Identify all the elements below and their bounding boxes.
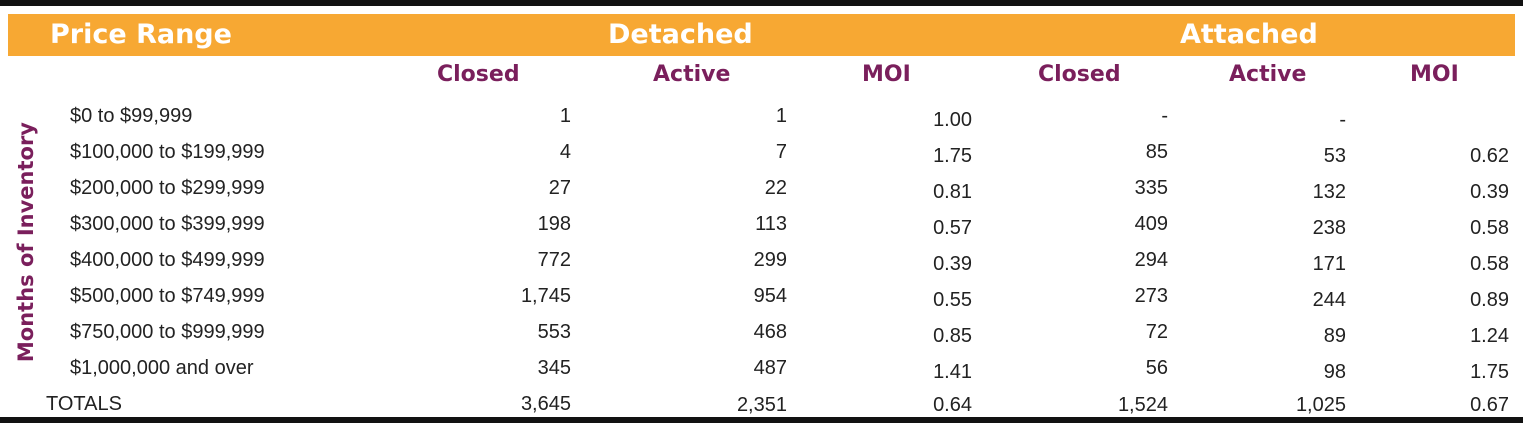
row-label: $400,000 to $499,999 xyxy=(70,249,265,271)
attached-closed-cell: 294 xyxy=(1134,249,1168,271)
attached-closed-header: Closed xyxy=(1038,62,1121,87)
detached-closed-cell: 1 xyxy=(559,105,571,127)
detached-closed-header: Closed xyxy=(437,62,520,87)
detached-closed-cell: 772 xyxy=(537,249,571,271)
detached-moi-cell: 1.00 xyxy=(933,109,972,131)
detached-moi-total: 0.64 xyxy=(933,394,972,416)
row-label: $1,000,000 and over xyxy=(70,357,254,379)
attached-active-cell: 238 xyxy=(1312,217,1346,239)
row-label: $100,000 to $199,999 xyxy=(70,141,265,163)
table-row: $400,000 to $499,999 772 299 0.39 294 17… xyxy=(0,245,1523,281)
row-label: $0 to $99,999 xyxy=(70,105,193,127)
detached-moi-cell: 1.41 xyxy=(933,361,972,383)
detached-active-cell: 7 xyxy=(775,141,787,163)
detached-active-cell: 954 xyxy=(753,285,787,307)
attached-active-cell: 132 xyxy=(1312,181,1346,203)
attached-moi-cell: 0.89 xyxy=(1470,289,1509,311)
detached-moi-cell: 0.81 xyxy=(933,181,972,203)
detached-active-cell: 22 xyxy=(764,177,787,199)
attached-moi-cell: 0.58 xyxy=(1470,253,1509,275)
detached-closed-cell: 4 xyxy=(559,141,571,163)
detached-moi-header: MOI xyxy=(862,62,911,87)
attached-active-header: Active xyxy=(1229,62,1307,87)
attached-header: Attached xyxy=(1180,19,1318,50)
header-banner: Price Range Detached Attached xyxy=(8,14,1515,56)
attached-active-cell: 244 xyxy=(1312,289,1346,311)
detached-closed-cell: 198 xyxy=(537,213,571,235)
detached-closed-cell: 1,745 xyxy=(520,285,571,307)
attached-active-cell: 89 xyxy=(1323,325,1346,347)
detached-active-cell: 299 xyxy=(753,249,787,271)
attached-moi-cell: 0.39 xyxy=(1470,181,1509,203)
table-row: $0 to $99,999 1 1 1.00 - - xyxy=(0,101,1523,137)
attached-closed-cell: - xyxy=(1161,105,1168,127)
attached-closed-cell: 409 xyxy=(1134,213,1168,235)
detached-active-cell: 487 xyxy=(753,357,787,379)
detached-moi-cell: 0.57 xyxy=(933,217,972,239)
detached-active-cell: 1 xyxy=(775,105,787,127)
totals-row: TOTALS 3,645 2,351 0.64 1,524 1,025 0.67 xyxy=(0,389,1523,425)
attached-closed-cell: 72 xyxy=(1145,321,1168,343)
attached-moi-header: MOI xyxy=(1410,62,1459,87)
attached-active-cell: 53 xyxy=(1323,145,1346,167)
detached-active-cell: 468 xyxy=(753,321,787,343)
detached-moi-cell: 0.39 xyxy=(933,253,972,275)
detached-closed-cell: 27 xyxy=(548,177,571,199)
attached-moi-cell: 0.62 xyxy=(1470,145,1509,167)
table-row: $750,000 to $999,999 553 468 0.85 72 89 … xyxy=(0,317,1523,353)
attached-closed-cell: 56 xyxy=(1145,357,1168,379)
attached-closed-cell: 85 xyxy=(1145,141,1168,163)
table-row: $500,000 to $749,999 1,745 954 0.55 273 … xyxy=(0,281,1523,317)
attached-closed-cell: 335 xyxy=(1134,177,1168,199)
top-rule xyxy=(0,0,1523,6)
detached-closed-total: 3,645 xyxy=(520,393,571,415)
table-row: $200,000 to $299,999 27 22 0.81 335 132 … xyxy=(0,173,1523,209)
attached-closed-total: 1,524 xyxy=(1117,394,1168,416)
totals-label: TOTALS xyxy=(46,393,122,415)
row-label: $750,000 to $999,999 xyxy=(70,321,265,343)
attached-moi-total: 0.67 xyxy=(1470,394,1509,416)
bottom-rule xyxy=(0,417,1523,423)
table-row: $300,000 to $399,999 198 113 0.57 409 23… xyxy=(0,209,1523,245)
attached-moi-cell: 1.75 xyxy=(1470,361,1509,383)
detached-closed-cell: 345 xyxy=(537,357,571,379)
attached-moi-cell: 1.24 xyxy=(1470,325,1509,347)
detached-active-header: Active xyxy=(653,62,731,87)
table-row: $1,000,000 and over 345 487 1.41 56 98 1… xyxy=(0,353,1523,389)
detached-active-total: 2,351 xyxy=(736,394,787,416)
attached-active-cell: 98 xyxy=(1323,361,1346,383)
detached-moi-cell: 0.55 xyxy=(933,289,972,311)
detached-closed-cell: 553 xyxy=(537,321,571,343)
attached-active-cell: - xyxy=(1339,109,1346,131)
detached-active-cell: 113 xyxy=(755,213,787,235)
attached-closed-cell: 273 xyxy=(1134,285,1168,307)
table-row: $100,000 to $199,999 4 7 1.75 85 53 0.62 xyxy=(0,137,1523,173)
attached-active-total: 1,025 xyxy=(1295,394,1346,416)
row-label: $300,000 to $399,999 xyxy=(70,213,265,235)
row-label: $200,000 to $299,999 xyxy=(70,177,265,199)
attached-active-cell: 171 xyxy=(1312,253,1346,275)
price-range-header: Price Range xyxy=(50,19,232,50)
row-label: $500,000 to $749,999 xyxy=(70,285,265,307)
detached-header: Detached xyxy=(608,19,753,50)
detached-moi-cell: 0.85 xyxy=(933,325,972,347)
attached-moi-cell: 0.58 xyxy=(1470,217,1509,239)
detached-moi-cell: 1.75 xyxy=(933,145,972,167)
